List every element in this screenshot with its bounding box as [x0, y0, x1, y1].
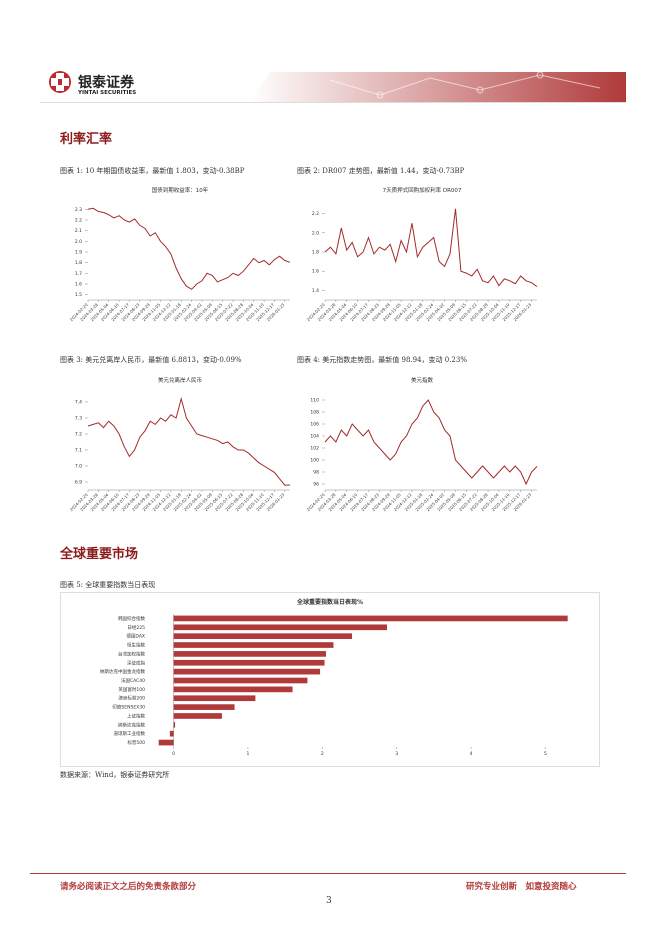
x-tick-label: 3	[395, 751, 398, 757]
bar	[173, 615, 568, 622]
y-tick-label: 102	[310, 446, 319, 452]
y-tick-label: 1.9	[75, 250, 82, 256]
bar	[173, 713, 222, 719]
company-en: YINTAI SECURITIES	[78, 90, 137, 96]
y-tick-label: 2.2	[75, 218, 82, 224]
source: 数据来源：Wind，银泰证券研究所	[60, 771, 170, 779]
y-tick-label: 106	[310, 422, 319, 428]
y-tick-label: 纳斯达克中国金龙指数	[100, 668, 145, 675]
y-tick-label: 6.9	[75, 480, 82, 486]
line-series	[87, 207, 291, 290]
disclaimer: 请务必阅读正文之后的免责条款部分	[60, 882, 197, 892]
y-tick-label: 104	[310, 434, 319, 440]
caption: 图表 2: DR007 走势图，最新值 1.44，变动-0.73BP	[297, 167, 465, 175]
header-rule	[40, 102, 626, 103]
y-tick-label: 道琼斯工业指数	[114, 730, 146, 737]
y-tick-label: 7.2	[75, 432, 82, 438]
bar	[173, 633, 353, 640]
bar	[173, 704, 235, 710]
bar	[173, 668, 321, 675]
chart-title: 美元兑离岸人民币	[158, 376, 203, 384]
y-tick-label: 7.1	[75, 448, 82, 454]
chart-title: 7天质押式回购加权利率 DR007	[383, 186, 462, 194]
y-tick-label: 2.0	[75, 239, 82, 245]
bar	[173, 642, 334, 648]
y-tick-label: 英国富时100	[118, 686, 145, 693]
y-tick-label: 深证成指	[127, 659, 145, 666]
y-tick-label: 98	[313, 470, 319, 476]
y-tick-label: 1.4	[312, 288, 319, 294]
y-tick-label: 2.2	[312, 211, 319, 217]
chart-title: 美元指数	[411, 376, 434, 384]
bar	[173, 695, 256, 702]
y-tick-label: 纳斯达克指数	[118, 721, 145, 728]
caption: 图表 5: 全球重要指数当日表现	[60, 581, 156, 589]
bar	[158, 739, 174, 746]
y-tick-label: 恒生指数	[127, 642, 145, 649]
y-tick-label: 澳洲标普200	[118, 695, 145, 702]
y-tick-label: 1.6	[75, 282, 82, 288]
line-series	[324, 399, 538, 486]
chart: 国债到期收益率：10年1.51.61.71.81.92.02.12.22.320…	[69, 186, 291, 322]
y-tick-label: 韩国综合指数	[118, 615, 145, 622]
line-series	[87, 396, 291, 486]
page-number: 3	[326, 896, 332, 906]
chart-frame	[60, 592, 600, 767]
y-tick-label: 1.8	[75, 260, 82, 266]
banner-pattern	[329, 71, 601, 99]
y-tick-label: 7.3	[75, 416, 82, 422]
y-tick-label: 1.8	[312, 250, 319, 256]
caption: 图表 3: 美元兑离岸人民币，最新值 6.8813，变动-0.09%	[60, 356, 242, 364]
chart-title: 全球重要指数当日表现%	[296, 598, 363, 606]
caption: 图表 4: 美元指数走势图，最新值 98.94，变动 0.23%	[297, 356, 467, 364]
x-tick-label: 5	[544, 751, 547, 757]
y-tick-label: 1.6	[312, 269, 319, 275]
y-tick-label: 台湾加权指数	[118, 650, 145, 657]
y-tick-label: 上证指数	[127, 712, 145, 719]
bar	[173, 624, 387, 631]
y-tick-label: 印度SENSEX30	[112, 704, 145, 711]
chart-title: 国债到期收益率：10年	[152, 186, 209, 194]
y-tick-label: 110	[310, 398, 319, 404]
y-tick-label: 1.5	[75, 292, 82, 298]
x-tick-label: 2	[321, 751, 324, 757]
chart: 美元指数96981001021041061081102024-02-202024…	[306, 376, 538, 512]
x-tick-label: 1	[247, 751, 250, 757]
y-tick-label: 108	[310, 410, 319, 416]
slogan: 研究专业创新 如意投资随心	[466, 882, 577, 892]
x-tick-label: 4	[470, 751, 473, 757]
y-tick-label: 日经225	[127, 624, 145, 631]
logo-mark	[49, 71, 71, 93]
y-tick-label: 100	[310, 458, 319, 464]
bar	[173, 677, 308, 684]
y-tick-label: 德国DAX	[126, 633, 145, 640]
caption: 图表 1: 10 年期国债收益率，最新值 1.803，变动-0.38BP	[60, 167, 245, 175]
chart: 美元兑离岸人民币6.97.07.17.27.37.42024-02-202024…	[69, 376, 291, 512]
section-title: 全球重要市场	[60, 547, 139, 562]
bar	[173, 651, 327, 657]
footer-rule	[30, 873, 626, 874]
bar	[173, 659, 325, 666]
y-tick-label: 法国CAC40	[121, 677, 145, 684]
bar	[173, 686, 293, 693]
y-tick-label: 96	[313, 482, 319, 488]
y-tick-label: 7.0	[75, 464, 82, 470]
section-title: 利率汇率	[60, 132, 113, 147]
y-tick-label: 1.7	[75, 271, 82, 277]
y-tick-label: 标普500	[127, 739, 145, 746]
company-name: 银泰证券	[78, 75, 134, 91]
y-tick-label: 2.1	[75, 228, 82, 234]
line-series	[324, 208, 538, 288]
y-tick-label: 2.0	[312, 230, 319, 236]
chart: 7天质押式回购加权利率 DR0071.41.61.82.02.22024-02-…	[306, 186, 538, 322]
header-graphics	[49, 71, 626, 102]
bar	[169, 730, 174, 737]
bar	[173, 721, 176, 728]
y-tick-label: 2.3	[75, 207, 82, 213]
x-tick-label: 0	[172, 751, 175, 757]
banner	[250, 72, 626, 102]
y-tick-label: 7.4	[75, 400, 82, 406]
